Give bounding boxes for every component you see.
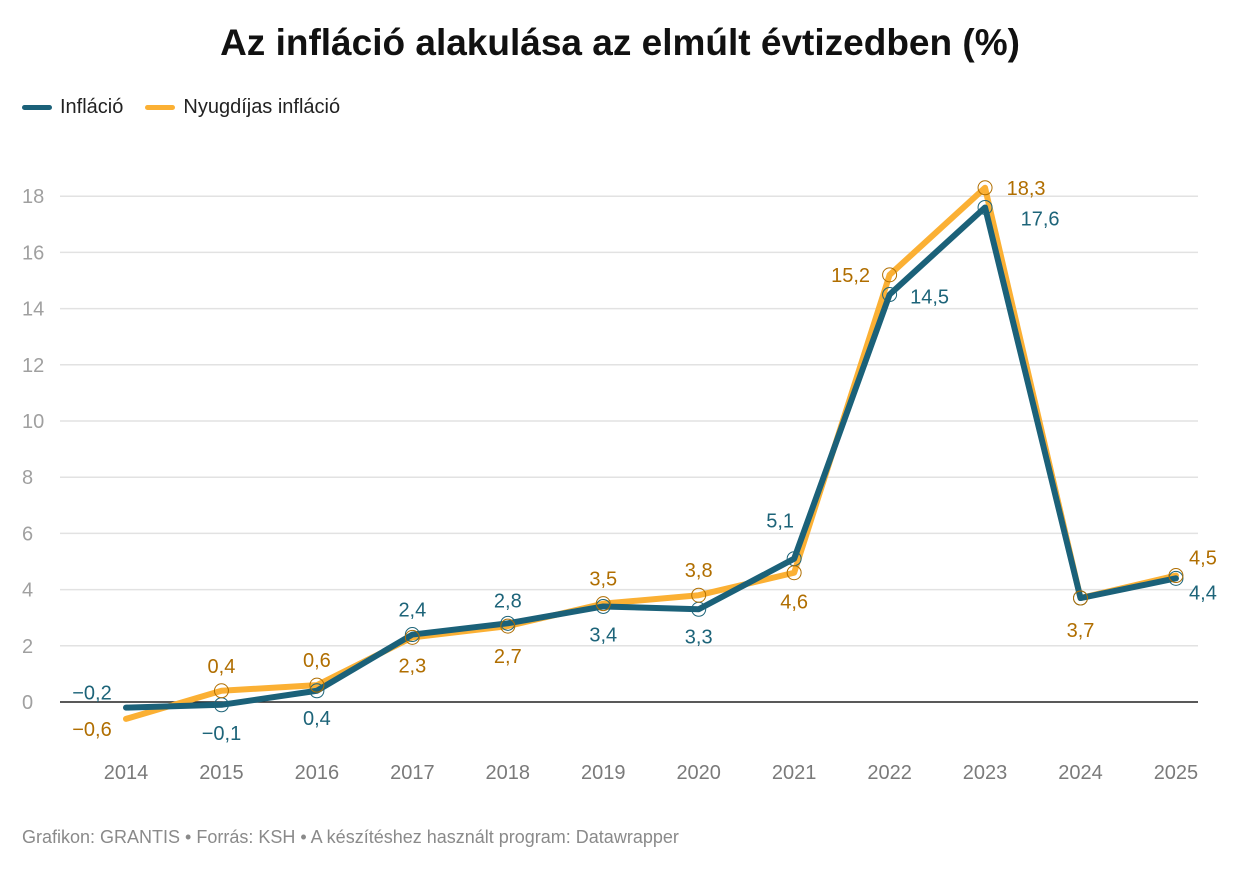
data-label: 3,3 xyxy=(685,626,713,648)
y-tick-label: 4 xyxy=(22,580,33,602)
data-label: 0,4 xyxy=(208,656,236,678)
data-label: 2,8 xyxy=(494,590,522,612)
legend: Infláció Nyugdíjas infláció xyxy=(22,96,340,119)
x-tick-label: 2020 xyxy=(676,762,721,784)
x-tick-label: 2018 xyxy=(486,762,531,784)
data-label: 2,7 xyxy=(494,646,522,668)
y-tick-label: 6 xyxy=(22,523,33,545)
x-tick-label: 2017 xyxy=(390,762,435,784)
x-tick-label: 2014 xyxy=(104,762,149,784)
x-tick-label: 2021 xyxy=(772,762,817,784)
data-label: 0,6 xyxy=(303,650,331,672)
chart-title: Az infláció alakulása az elmúlt évtizedb… xyxy=(220,22,1020,63)
data-label: −0,1 xyxy=(202,723,241,745)
data-point xyxy=(882,287,898,303)
x-tick-label: 2022 xyxy=(867,762,912,784)
y-tick-label: 2 xyxy=(22,636,33,658)
data-point xyxy=(213,683,229,699)
data-label: 5,1 xyxy=(766,511,794,533)
data-label: 2,3 xyxy=(398,655,426,677)
data-point xyxy=(1073,590,1088,606)
data-point xyxy=(404,629,420,645)
data-point xyxy=(309,683,325,699)
data-label: 2,4 xyxy=(398,600,426,622)
series-line-nyugdijas xyxy=(123,184,1179,722)
y-tick-label: 16 xyxy=(22,242,44,264)
legend-label: Nyugdíjas infláció xyxy=(183,96,341,118)
x-tick-label: 2023 xyxy=(963,762,1008,784)
data-point xyxy=(786,565,802,581)
x-tick-label: 2016 xyxy=(295,762,340,784)
data-point xyxy=(1168,568,1184,584)
y-tick-label: 14 xyxy=(22,299,44,321)
data-label: 18,3 xyxy=(1007,178,1046,200)
y-tick-label: 10 xyxy=(22,411,44,433)
series-line-inflacio xyxy=(123,204,1179,711)
legend-swatch xyxy=(145,105,176,110)
data-label: 4,4 xyxy=(1189,582,1217,604)
data-point xyxy=(977,199,993,215)
y-tick-label: 12 xyxy=(22,355,44,377)
data-point xyxy=(691,587,707,603)
data-label: 0,4 xyxy=(303,708,331,730)
data-label: −0,6 xyxy=(72,719,111,741)
y-tick-label: 0 xyxy=(22,692,33,714)
data-point xyxy=(595,596,611,612)
data-point xyxy=(500,618,516,634)
data-label: 3,7 xyxy=(1067,620,1095,642)
data-point xyxy=(977,180,993,196)
data-point xyxy=(500,615,516,631)
legend-swatch xyxy=(22,105,52,110)
legend-label: Infláció xyxy=(60,96,124,118)
data-point xyxy=(595,598,611,614)
y-tick-label: 18 xyxy=(22,186,44,208)
data-label: 17,6 xyxy=(1021,208,1060,230)
legend-item-nyugdijas: Nyugdíjas infláció xyxy=(145,96,340,119)
data-label: 3,5 xyxy=(589,569,617,591)
x-tick-label: 2025 xyxy=(1154,762,1199,784)
data-point xyxy=(1168,570,1184,586)
data-label: 15,2 xyxy=(831,265,870,287)
legend-item-inflacio: Infláció xyxy=(22,96,123,119)
data-label: 4,6 xyxy=(780,592,808,614)
x-tick-label: 2019 xyxy=(581,762,626,784)
data-label: 3,8 xyxy=(685,560,713,582)
x-tick-label: 2024 xyxy=(1058,762,1103,784)
x-tick-label: 2015 xyxy=(199,762,244,784)
data-label: 4,5 xyxy=(1189,548,1217,570)
data-label: −0,2 xyxy=(72,683,111,705)
footer-credits: Grafikon: GRANTIS • Forrás: KSH • A kész… xyxy=(22,827,679,847)
data-label: 3,4 xyxy=(589,624,617,646)
data-point xyxy=(309,677,325,693)
data-label: 14,5 xyxy=(910,287,949,309)
y-tick-label: 8 xyxy=(22,467,33,489)
data-point xyxy=(404,627,420,643)
data-point xyxy=(882,267,898,283)
